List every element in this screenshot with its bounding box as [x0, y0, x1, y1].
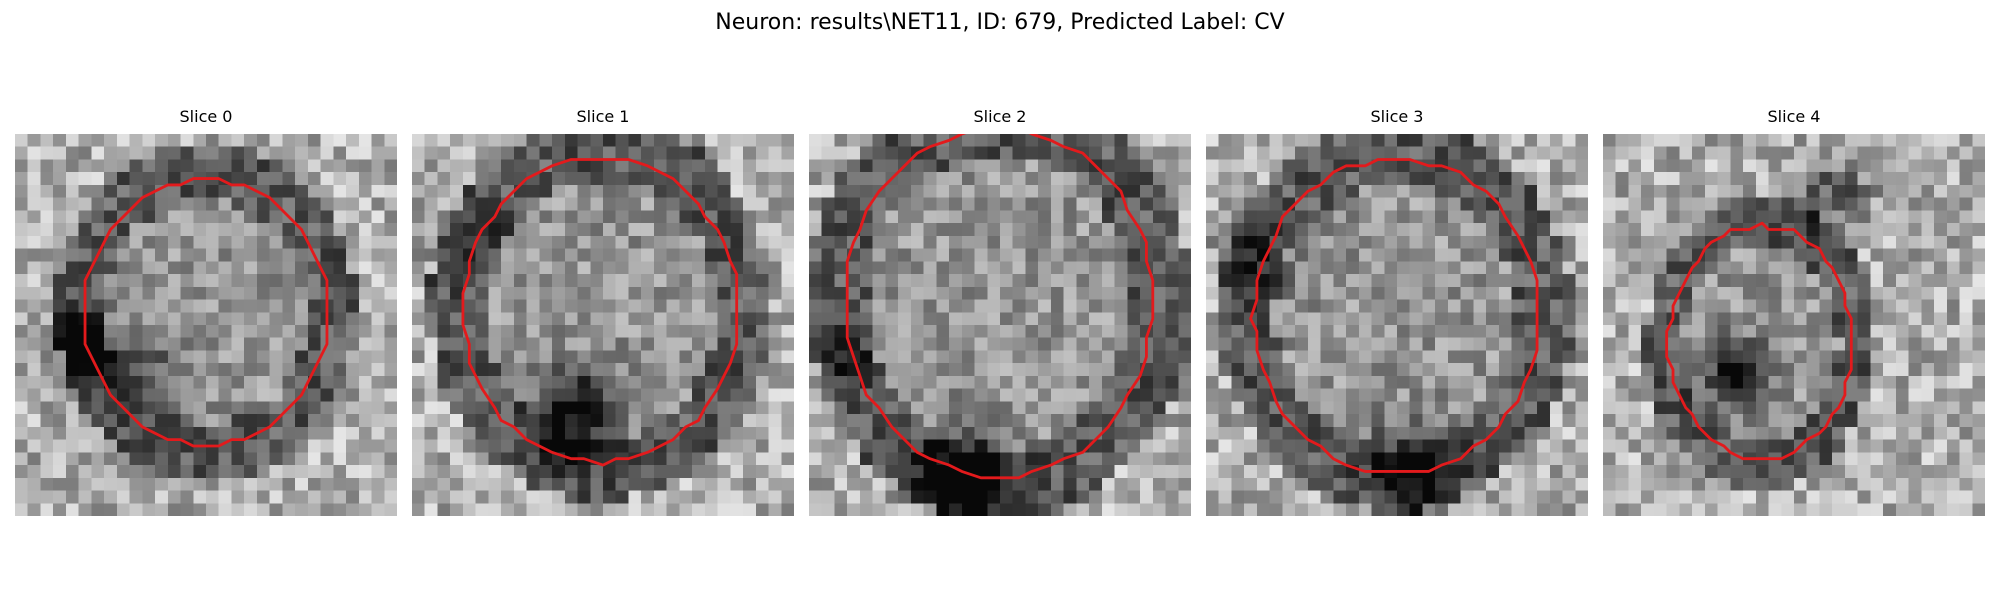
slice-title-1: Slice 1: [576, 107, 630, 126]
slice-panel-1: Slice 1: [412, 105, 794, 516]
slice-panel-2: Slice 2: [809, 105, 1191, 516]
slice-title-2: Slice 2: [973, 107, 1027, 126]
figure-title: Neuron: results\NET11, ID: 679, Predicte…: [715, 10, 1285, 35]
slice-title-4: Slice 4: [1767, 107, 1821, 126]
slice-image-0: [15, 134, 397, 516]
slice-panel-3: Slice 3: [1206, 105, 1588, 516]
slice-image-1: [412, 134, 794, 516]
contour-outline-3: [1249, 158, 1539, 473]
contour-outline-4: [1665, 221, 1853, 461]
slice-panel-0: Slice 0: [15, 105, 397, 516]
contour-outline-0: [83, 177, 329, 448]
slice-title-0: Slice 0: [179, 107, 233, 126]
contour-outline-2: [845, 134, 1155, 480]
slice-image-3: [1206, 134, 1588, 516]
slice-image-4: [1603, 134, 1985, 516]
slice-title-3: Slice 3: [1370, 107, 1424, 126]
contour-outline-1: [461, 158, 739, 467]
slice-panel-4: Slice 4: [1603, 105, 1985, 516]
slice-image-2: [809, 134, 1191, 516]
